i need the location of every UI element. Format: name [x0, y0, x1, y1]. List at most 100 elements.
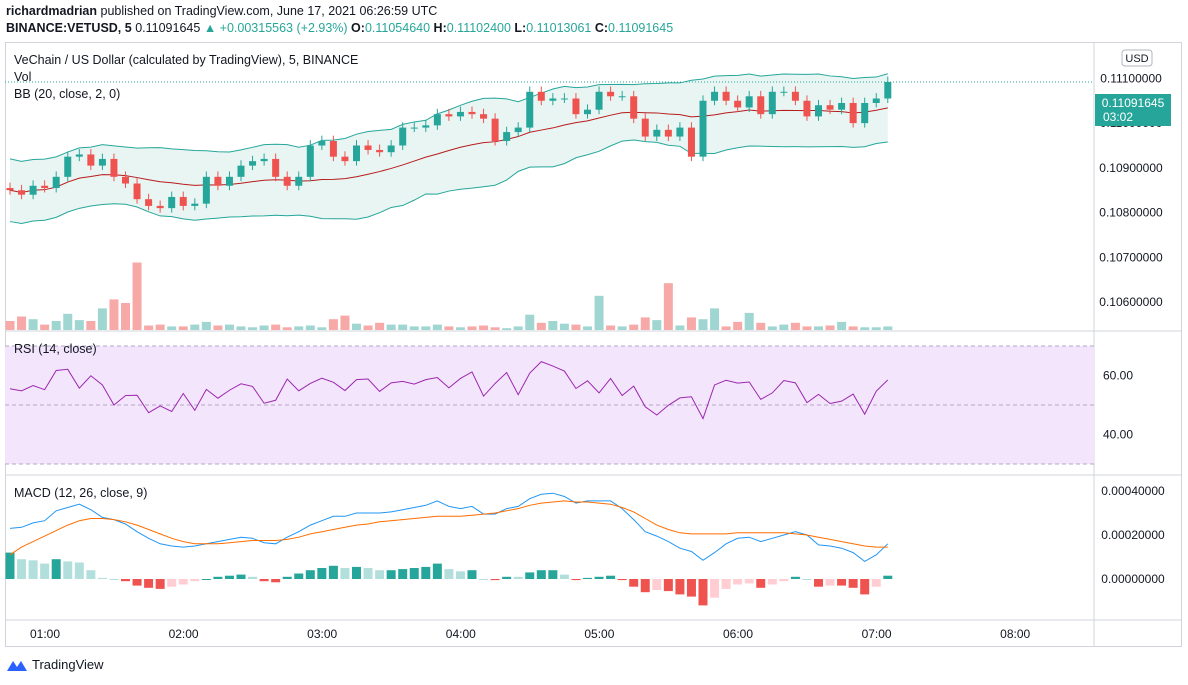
price-tick-label: 0.10600000	[1099, 295, 1163, 309]
published-text: published on TradingView.com, June 17, 2…	[100, 4, 438, 18]
volume-bar	[201, 321, 211, 330]
candle-body	[699, 100, 707, 157]
macd-histogram-bar	[548, 570, 558, 579]
macd-histogram-bar	[686, 579, 696, 597]
volume-legend: Vol	[14, 70, 31, 84]
volume-bar	[17, 316, 27, 330]
volume-bar	[814, 326, 823, 330]
volume-bar	[190, 324, 200, 330]
high-value: 0.11102400	[446, 21, 511, 35]
volume-bar	[629, 324, 639, 330]
candle-body	[364, 145, 372, 150]
candle-body	[514, 127, 522, 133]
open-label: O:	[351, 21, 365, 35]
macd-histogram-bar	[421, 566, 431, 579]
candle-body	[433, 114, 441, 126]
candle-body	[295, 176, 303, 186]
low-label: L:	[514, 21, 527, 35]
tradingview-logo[interactable]: TradingView	[6, 657, 104, 672]
candle-body	[595, 91, 603, 110]
macd-histogram-bar	[733, 579, 743, 585]
macd-histogram-bar	[467, 570, 477, 579]
macd-histogram-bar	[594, 576, 604, 579]
candle-body	[480, 114, 488, 119]
candle-body	[214, 176, 222, 186]
ohlc-header: BINANCE:VETUSD, 5 0.11091645 ▲ +0.003155…	[6, 21, 673, 35]
volume-bar	[444, 326, 454, 330]
tradingview-brand: TradingView	[32, 657, 104, 672]
candle-body	[826, 105, 834, 110]
macd-histogram-bar	[606, 575, 616, 579]
volume-bar	[779, 324, 789, 330]
symbol-label: BINANCE:VETUSD, 5	[6, 21, 132, 35]
macd-tick-label: 0.00000000	[1101, 572, 1165, 586]
countdown-label: 03:02	[1103, 110, 1133, 124]
macd-histogram-bar	[710, 579, 720, 598]
candle-body	[491, 118, 499, 142]
macd-histogram-bar	[883, 575, 893, 579]
volume-bar	[617, 326, 627, 330]
publisher-name[interactable]: richardmadrian	[6, 4, 98, 18]
candle-body	[745, 96, 753, 108]
candle-body	[29, 185, 37, 195]
volume-bar	[663, 283, 673, 330]
candle-body	[791, 91, 799, 101]
volume-bar	[467, 326, 477, 330]
price-tick-label: 0.10800000	[1099, 206, 1163, 220]
candle-body	[237, 165, 245, 177]
macd-histogram-bar	[525, 572, 535, 579]
candle-body	[260, 158, 268, 162]
macd-histogram-bar	[109, 579, 119, 580]
macd-histogram-bar	[825, 579, 835, 586]
macd-histogram-bar	[17, 559, 27, 579]
time-tick-label: 02:00	[169, 627, 199, 641]
volume-bar	[409, 326, 419, 330]
candle-body	[18, 190, 26, 195]
volume-bar	[571, 324, 581, 330]
high-label: H:	[433, 21, 447, 35]
currency-box	[1121, 49, 1153, 67]
volume-bar	[74, 320, 84, 330]
macd-histogram-bar	[860, 579, 870, 595]
candle-body	[445, 114, 453, 117]
macd-tick-label: 0.00020000	[1101, 528, 1165, 542]
macd-histogram-bar	[132, 579, 142, 586]
chart-frame	[5, 42, 1182, 647]
macd-histogram-bar	[248, 576, 258, 579]
volume-bar	[109, 299, 119, 330]
candle-body	[503, 132, 511, 142]
candle-body	[249, 161, 257, 166]
candle-body	[676, 127, 684, 137]
volume-bar	[756, 322, 766, 330]
candle-body	[618, 96, 626, 98]
volume-bar	[536, 322, 546, 330]
candle-body	[687, 127, 695, 157]
macd-histogram-bar	[40, 563, 50, 579]
candle-body	[872, 98, 880, 103]
candle-body	[757, 96, 765, 115]
candle-body	[87, 154, 95, 166]
volume-bar	[513, 326, 523, 330]
volume-bar	[259, 325, 269, 330]
candle-body	[884, 81, 892, 99]
macd-histogram-bar	[317, 568, 327, 579]
time-tick-label: 05:00	[584, 627, 614, 641]
volume-bar	[86, 321, 96, 330]
macd-histogram-bar	[490, 579, 500, 581]
candle-body	[468, 111, 476, 115]
macd-histogram-bar	[848, 579, 858, 588]
volume-bar	[224, 324, 234, 330]
candle-body	[803, 100, 811, 117]
macd-histogram-bar	[802, 579, 812, 580]
macd-histogram-bar	[871, 579, 881, 587]
macd-histogram-bar	[74, 562, 84, 579]
macd-histogram-bar	[721, 579, 731, 589]
candle-body	[422, 125, 430, 128]
volume-bar	[294, 326, 304, 330]
volume-bar	[352, 323, 361, 330]
macd-histogram-bar	[583, 577, 592, 579]
candle-body	[133, 183, 141, 200]
candle-body	[110, 158, 118, 177]
price-tick-label: 0.10900000	[1099, 161, 1163, 175]
